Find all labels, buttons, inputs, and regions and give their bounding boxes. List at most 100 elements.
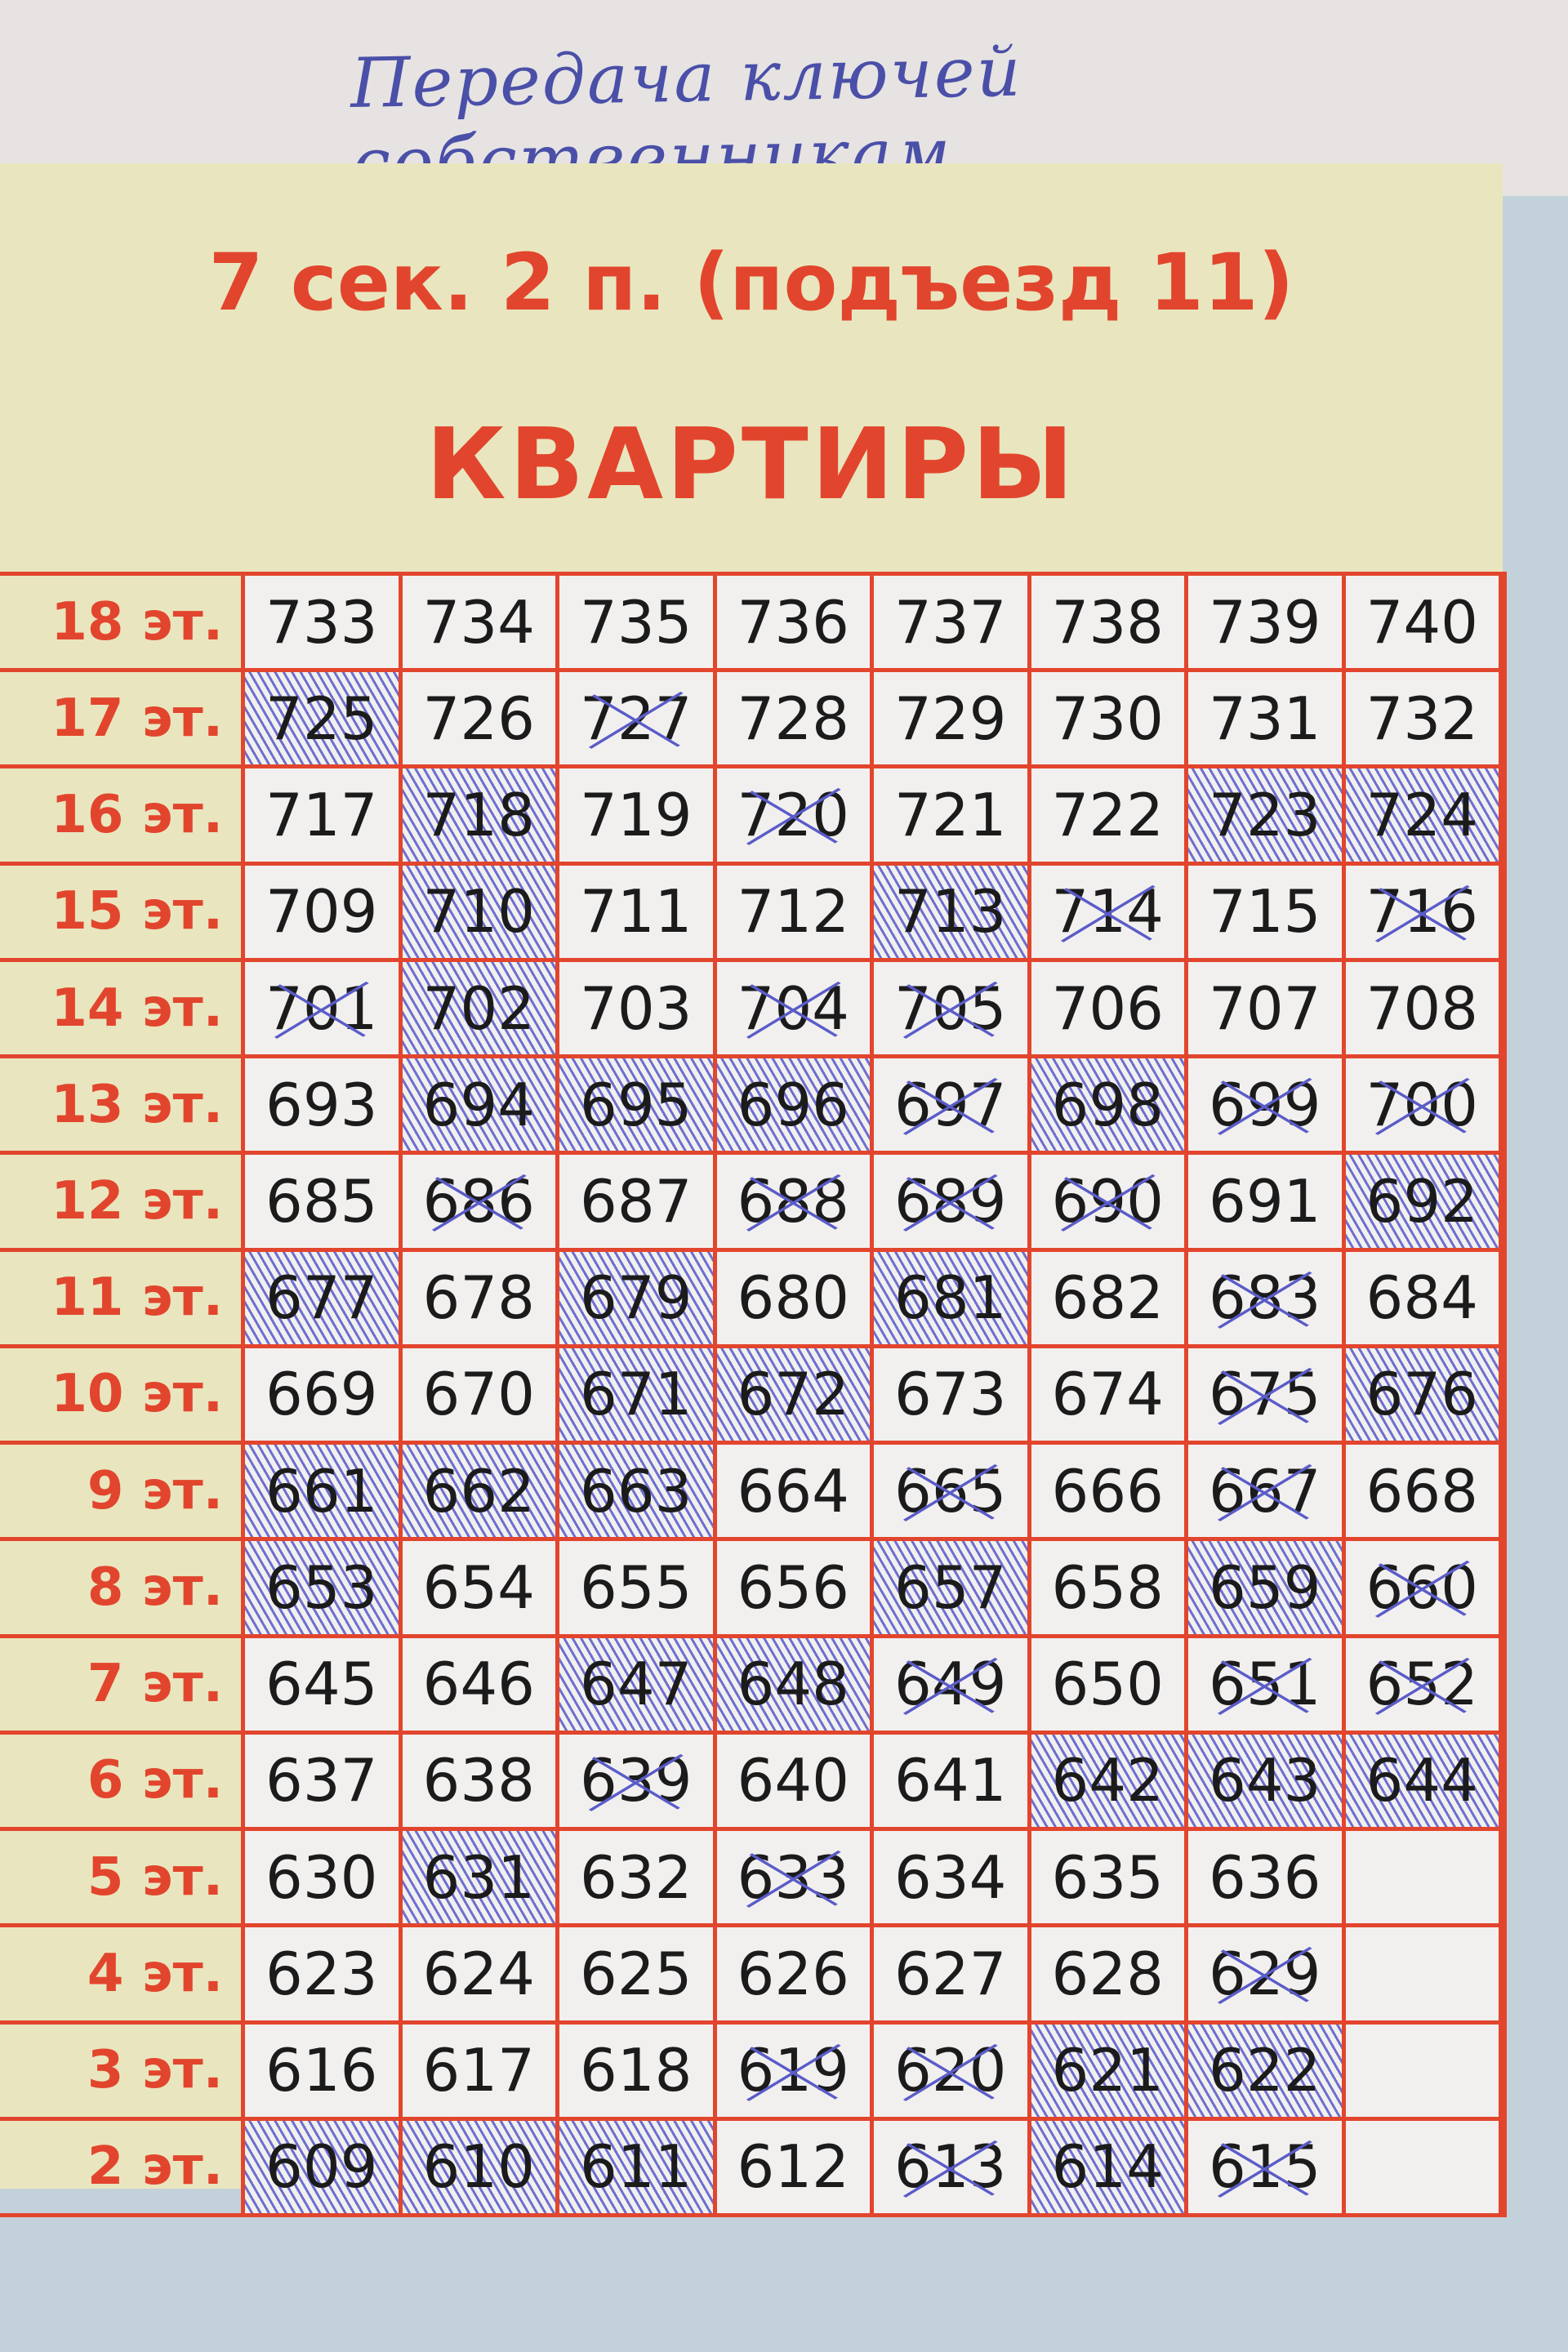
apartment-cell: 699 <box>1188 1058 1346 1156</box>
apartments-heading: КВАРТИРЫ <box>425 408 1077 522</box>
apartment-cell: 644 <box>1345 1734 1503 1832</box>
apartment-cell: 680 <box>716 1251 874 1348</box>
empty-cell <box>1345 2024 1503 2121</box>
apartment-cell: 730 <box>1031 672 1188 769</box>
apartment-number: 646 <box>422 1650 535 1719</box>
apartment-cell: 632 <box>559 1831 717 1928</box>
apartment-number: 717 <box>265 781 378 850</box>
apartment-cell: 677 <box>245 1251 403 1348</box>
apartment-cell: 650 <box>1031 1637 1188 1735</box>
apartment-cell: 663 <box>559 1445 717 1542</box>
apartment-cell: 668 <box>1345 1445 1503 1542</box>
apartment-cell: 717 <box>245 768 403 866</box>
apartment-number: 718 <box>422 781 535 850</box>
apartment-cell: 681 <box>874 1251 1031 1348</box>
cross-out-mark <box>746 788 841 846</box>
apartment-cell: 728 <box>716 672 874 769</box>
apartment-number: 654 <box>422 1552 535 1622</box>
cross-out-mark <box>746 1174 841 1232</box>
apartment-number: 668 <box>1365 1456 1478 1526</box>
apartment-number: 661 <box>265 1456 378 1526</box>
apartment-number: 687 <box>580 1167 693 1236</box>
apartment-cell: 641 <box>874 1734 1031 1832</box>
cross-out-mark <box>1217 1657 1312 1715</box>
apartment-cell: 704 <box>716 961 874 1059</box>
apartment-number: 647 <box>580 1650 693 1719</box>
apartment-cell: 638 <box>402 1734 559 1832</box>
apartment-table: 18 эт. 733 734 735 736 737 738 739 740 17 эт. 725 7… <box>0 572 1507 2217</box>
apartment-cell: 694 <box>402 1058 559 1156</box>
apartment-cell: 635 <box>1031 1831 1188 1928</box>
apartment-cell: 725 <box>245 672 403 769</box>
apartment-number: 721 <box>894 781 1007 850</box>
apartment-cell: 724 <box>1345 768 1503 866</box>
apartment-cell: 657 <box>874 1541 1031 1638</box>
cross-out-mark <box>746 1850 841 1908</box>
apartment-number: 681 <box>894 1263 1007 1333</box>
apartment-number: 734 <box>422 587 535 657</box>
apartment-cell: 627 <box>874 1927 1031 2025</box>
floor-label: 17 эт. <box>0 672 245 769</box>
apartment-cell: 695 <box>559 1058 717 1156</box>
empty-cell <box>1345 2120 1503 2217</box>
cross-out-mark <box>1374 1657 1470 1715</box>
apartment-number: 711 <box>580 877 693 947</box>
apartment-number: 628 <box>1051 1939 1164 2008</box>
apartment-cell: 734 <box>402 576 559 673</box>
apartment-number: 698 <box>1051 1070 1164 1139</box>
floor-label: 8 эт. <box>0 1541 245 1638</box>
cross-out-mark <box>1374 1561 1470 1619</box>
apartment-number: 662 <box>422 1456 535 1526</box>
apartment-cell: 643 <box>1188 1734 1346 1832</box>
apartment-cell: 619 <box>716 2024 874 2121</box>
cross-out-mark <box>1060 884 1156 942</box>
apartment-number: 738 <box>1051 587 1164 657</box>
apartment-cell: 721 <box>874 768 1031 866</box>
apartment-number: 739 <box>1209 587 1321 657</box>
apartment-number: 671 <box>580 1360 693 1429</box>
apartment-cell: 623 <box>245 1927 403 2025</box>
apartment-cell: 689 <box>874 1155 1031 1252</box>
apartment-cell: 684 <box>1345 1251 1503 1348</box>
apartment-number: 617 <box>422 2036 535 2105</box>
apartment-number: 626 <box>737 1939 849 2008</box>
apartment-cell: 714 <box>1031 865 1188 962</box>
cross-out-mark <box>431 1174 527 1232</box>
apartment-cell: 682 <box>1031 1251 1188 1348</box>
apartment-cell: 633 <box>716 1831 874 1928</box>
apartment-cell: 690 <box>1031 1155 1188 1252</box>
apartment-cell: 685 <box>245 1155 403 1252</box>
floor-label: 3 эт. <box>0 2024 245 2121</box>
apartment-cell: 624 <box>402 1927 559 2025</box>
apartment-cell: 615 <box>1188 2120 1346 2217</box>
apartment-cell: 713 <box>874 865 1031 962</box>
apartment-cell: 692 <box>1345 1155 1503 1252</box>
cross-out-mark <box>588 1753 684 1811</box>
apartment-cell: 654 <box>402 1541 559 1638</box>
apartment-number: 737 <box>894 587 1007 657</box>
apartment-cell: 622 <box>1188 2024 1346 2121</box>
apartment-number: 653 <box>265 1552 378 1622</box>
apartment-cell: 665 <box>874 1445 1031 1542</box>
apartment-cell: 696 <box>716 1058 874 1156</box>
empty-cell <box>1345 1831 1503 1928</box>
apartment-number: 637 <box>265 1746 378 1815</box>
apartment-cell: 675 <box>1188 1348 1346 1446</box>
apartment-cell: 618 <box>559 2024 717 2121</box>
apartment-number: 642 <box>1051 1746 1164 1815</box>
floor-label: 16 эт. <box>0 768 245 866</box>
apartment-cell: 647 <box>559 1637 717 1735</box>
apartment-cell: 711 <box>559 865 717 962</box>
cross-out-mark <box>1217 2140 1312 2198</box>
apartment-cell: 697 <box>874 1058 1031 1156</box>
apartment-number: 695 <box>580 1070 693 1139</box>
floor-label: 10 эт. <box>0 1348 245 1446</box>
apartment-number: 706 <box>1051 973 1164 1043</box>
apartment-number: 679 <box>580 1263 693 1333</box>
apartment-number: 657 <box>894 1552 1007 1622</box>
apartment-number: 625 <box>580 1939 693 2008</box>
apartment-cell: 706 <box>1031 961 1188 1059</box>
apartment-cell: 722 <box>1031 768 1188 866</box>
apartment-cell: 672 <box>716 1348 874 1446</box>
empty-cell <box>1345 1927 1503 2025</box>
